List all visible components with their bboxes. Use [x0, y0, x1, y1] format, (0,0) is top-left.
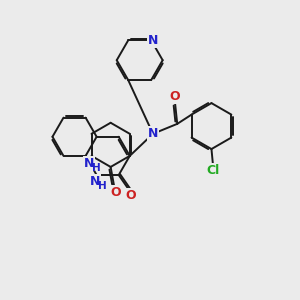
Text: H: H: [98, 181, 107, 191]
Text: H: H: [92, 163, 101, 173]
Text: O: O: [170, 91, 180, 103]
Text: O: O: [126, 189, 136, 202]
Text: N: N: [148, 127, 158, 140]
Text: N: N: [90, 175, 100, 188]
Text: N: N: [148, 34, 159, 47]
Text: N: N: [84, 157, 94, 170]
Text: Cl: Cl: [206, 164, 220, 178]
Text: O: O: [110, 186, 121, 199]
